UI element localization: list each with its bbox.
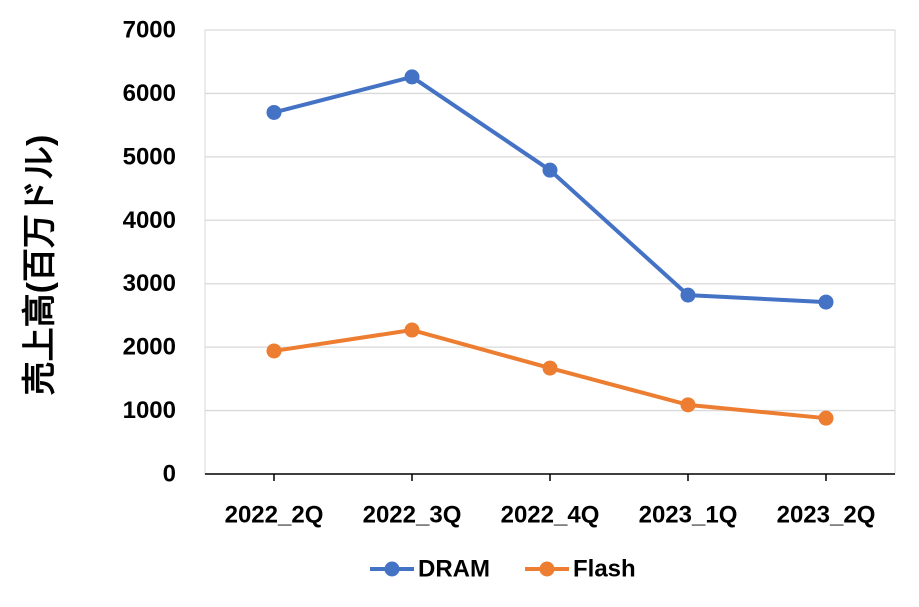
legend-label: DRAM — [418, 556, 490, 583]
data-point-flash — [680, 397, 696, 413]
plot-area — [204, 29, 896, 475]
series-group — [266, 69, 834, 426]
data-point-flash — [266, 343, 282, 359]
data-point-flash — [404, 322, 420, 338]
legend-item-dram: DRAM — [370, 556, 490, 583]
legend-label: Flash — [573, 556, 636, 583]
gridlines — [205, 29, 895, 475]
data-point-dram — [542, 162, 558, 178]
y-tick-label: 7000 — [123, 17, 176, 44]
data-point-flash — [818, 410, 834, 426]
data-point-dram — [266, 104, 282, 120]
legend: DRAM Flash — [370, 556, 636, 583]
y-tick-label: 6000 — [123, 80, 176, 107]
data-point-flash — [542, 360, 558, 376]
x-tick-label: 2022_3Q — [363, 502, 462, 529]
y-tick-label: 1000 — [123, 397, 176, 424]
y-tick-label: 4000 — [123, 207, 176, 234]
data-point-dram — [404, 69, 420, 85]
legend-marker — [384, 561, 400, 577]
y-tick-label: 5000 — [123, 143, 176, 170]
x-tick-labels: 2022_2Q 2022_3Q 2022_4Q 2023_1Q 2023_2Q — [225, 474, 876, 529]
series-dram — [266, 69, 834, 310]
x-tick-label: 2023_2Q — [777, 502, 876, 529]
data-point-dram — [680, 287, 696, 303]
x-tick-label: 2023_1Q — [639, 502, 738, 529]
legend-item-flash: Flash — [525, 556, 636, 583]
y-tick-label: 2000 — [123, 334, 176, 361]
y-tick-label: 3000 — [123, 270, 176, 297]
legend-marker — [539, 561, 555, 577]
series-flash — [266, 322, 834, 426]
y-axis-label: 売上高(百万ドル) — [21, 135, 59, 396]
x-tick-label: 2022_4Q — [501, 502, 600, 529]
data-point-dram — [818, 294, 834, 310]
x-tick-label: 2022_2Q — [225, 502, 324, 529]
y-tick-label: 0 — [163, 461, 176, 488]
y-tick-labels: 0 1000 2000 3000 4000 5000 6000 7000 — [123, 17, 176, 488]
